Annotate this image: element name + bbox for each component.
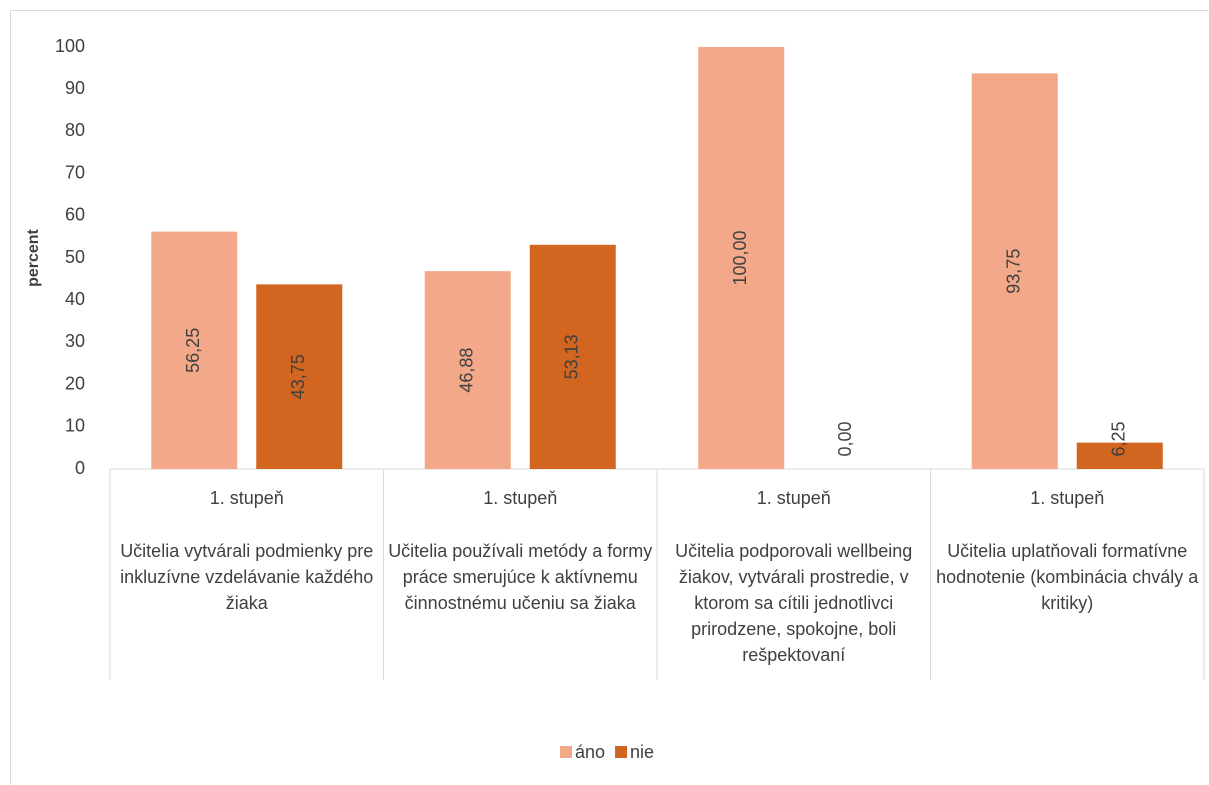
category-group-label: Učitelia vytvárali podmienky pre inkluzí… — [120, 541, 374, 613]
category-group-label: Učitelia uplatňovali formatívne hodnoten… — [936, 541, 1199, 613]
bar — [698, 47, 785, 469]
data-label: 53,13 — [562, 334, 582, 379]
y-tick-label: 70 — [65, 162, 85, 182]
y-axis-label: percent — [25, 228, 42, 286]
x-tick-label: 1. stupeň — [210, 488, 284, 508]
y-tick-label: 60 — [65, 205, 85, 225]
x-tick-label: 1. stupeň — [757, 488, 831, 508]
legend-label: áno — [575, 742, 605, 762]
y-tick-label: 90 — [65, 78, 85, 98]
x-tick-label: 1. stupeň — [1030, 488, 1104, 508]
y-tick-label: 30 — [65, 331, 85, 351]
category-group-label: Učitelia podporovali wellbeing žiakov, v… — [675, 541, 913, 665]
y-tick-label: 10 — [65, 416, 85, 436]
legend-swatch — [560, 746, 572, 758]
y-tick-label: 50 — [65, 247, 85, 267]
category-group-label: Učitelia používali metódy a formy práce … — [388, 541, 653, 613]
chart-border — [10, 10, 1209, 785]
data-label: 46,88 — [457, 348, 477, 393]
y-tick-label: 100 — [55, 36, 85, 56]
data-label: 56,25 — [183, 328, 203, 373]
data-label: 0,00 — [835, 421, 855, 456]
data-label: 6,25 — [1109, 421, 1129, 456]
bar — [971, 73, 1058, 469]
data-label: 100,00 — [730, 230, 750, 285]
legend-swatch — [615, 746, 628, 758]
bar — [256, 284, 343, 469]
data-label: 93,75 — [1004, 249, 1024, 294]
bar — [424, 271, 511, 469]
y-tick-label: 0 — [75, 458, 85, 478]
y-tick-label: 40 — [65, 289, 85, 309]
bar — [529, 244, 616, 469]
bar — [1076, 442, 1163, 469]
bar — [151, 231, 238, 469]
y-tick-label: 80 — [65, 120, 85, 140]
data-label: 43,75 — [288, 354, 308, 399]
y-tick-label: 20 — [65, 373, 85, 393]
legend-label: nie — [630, 742, 654, 762]
x-tick-label: 1. stupeň — [483, 488, 557, 508]
